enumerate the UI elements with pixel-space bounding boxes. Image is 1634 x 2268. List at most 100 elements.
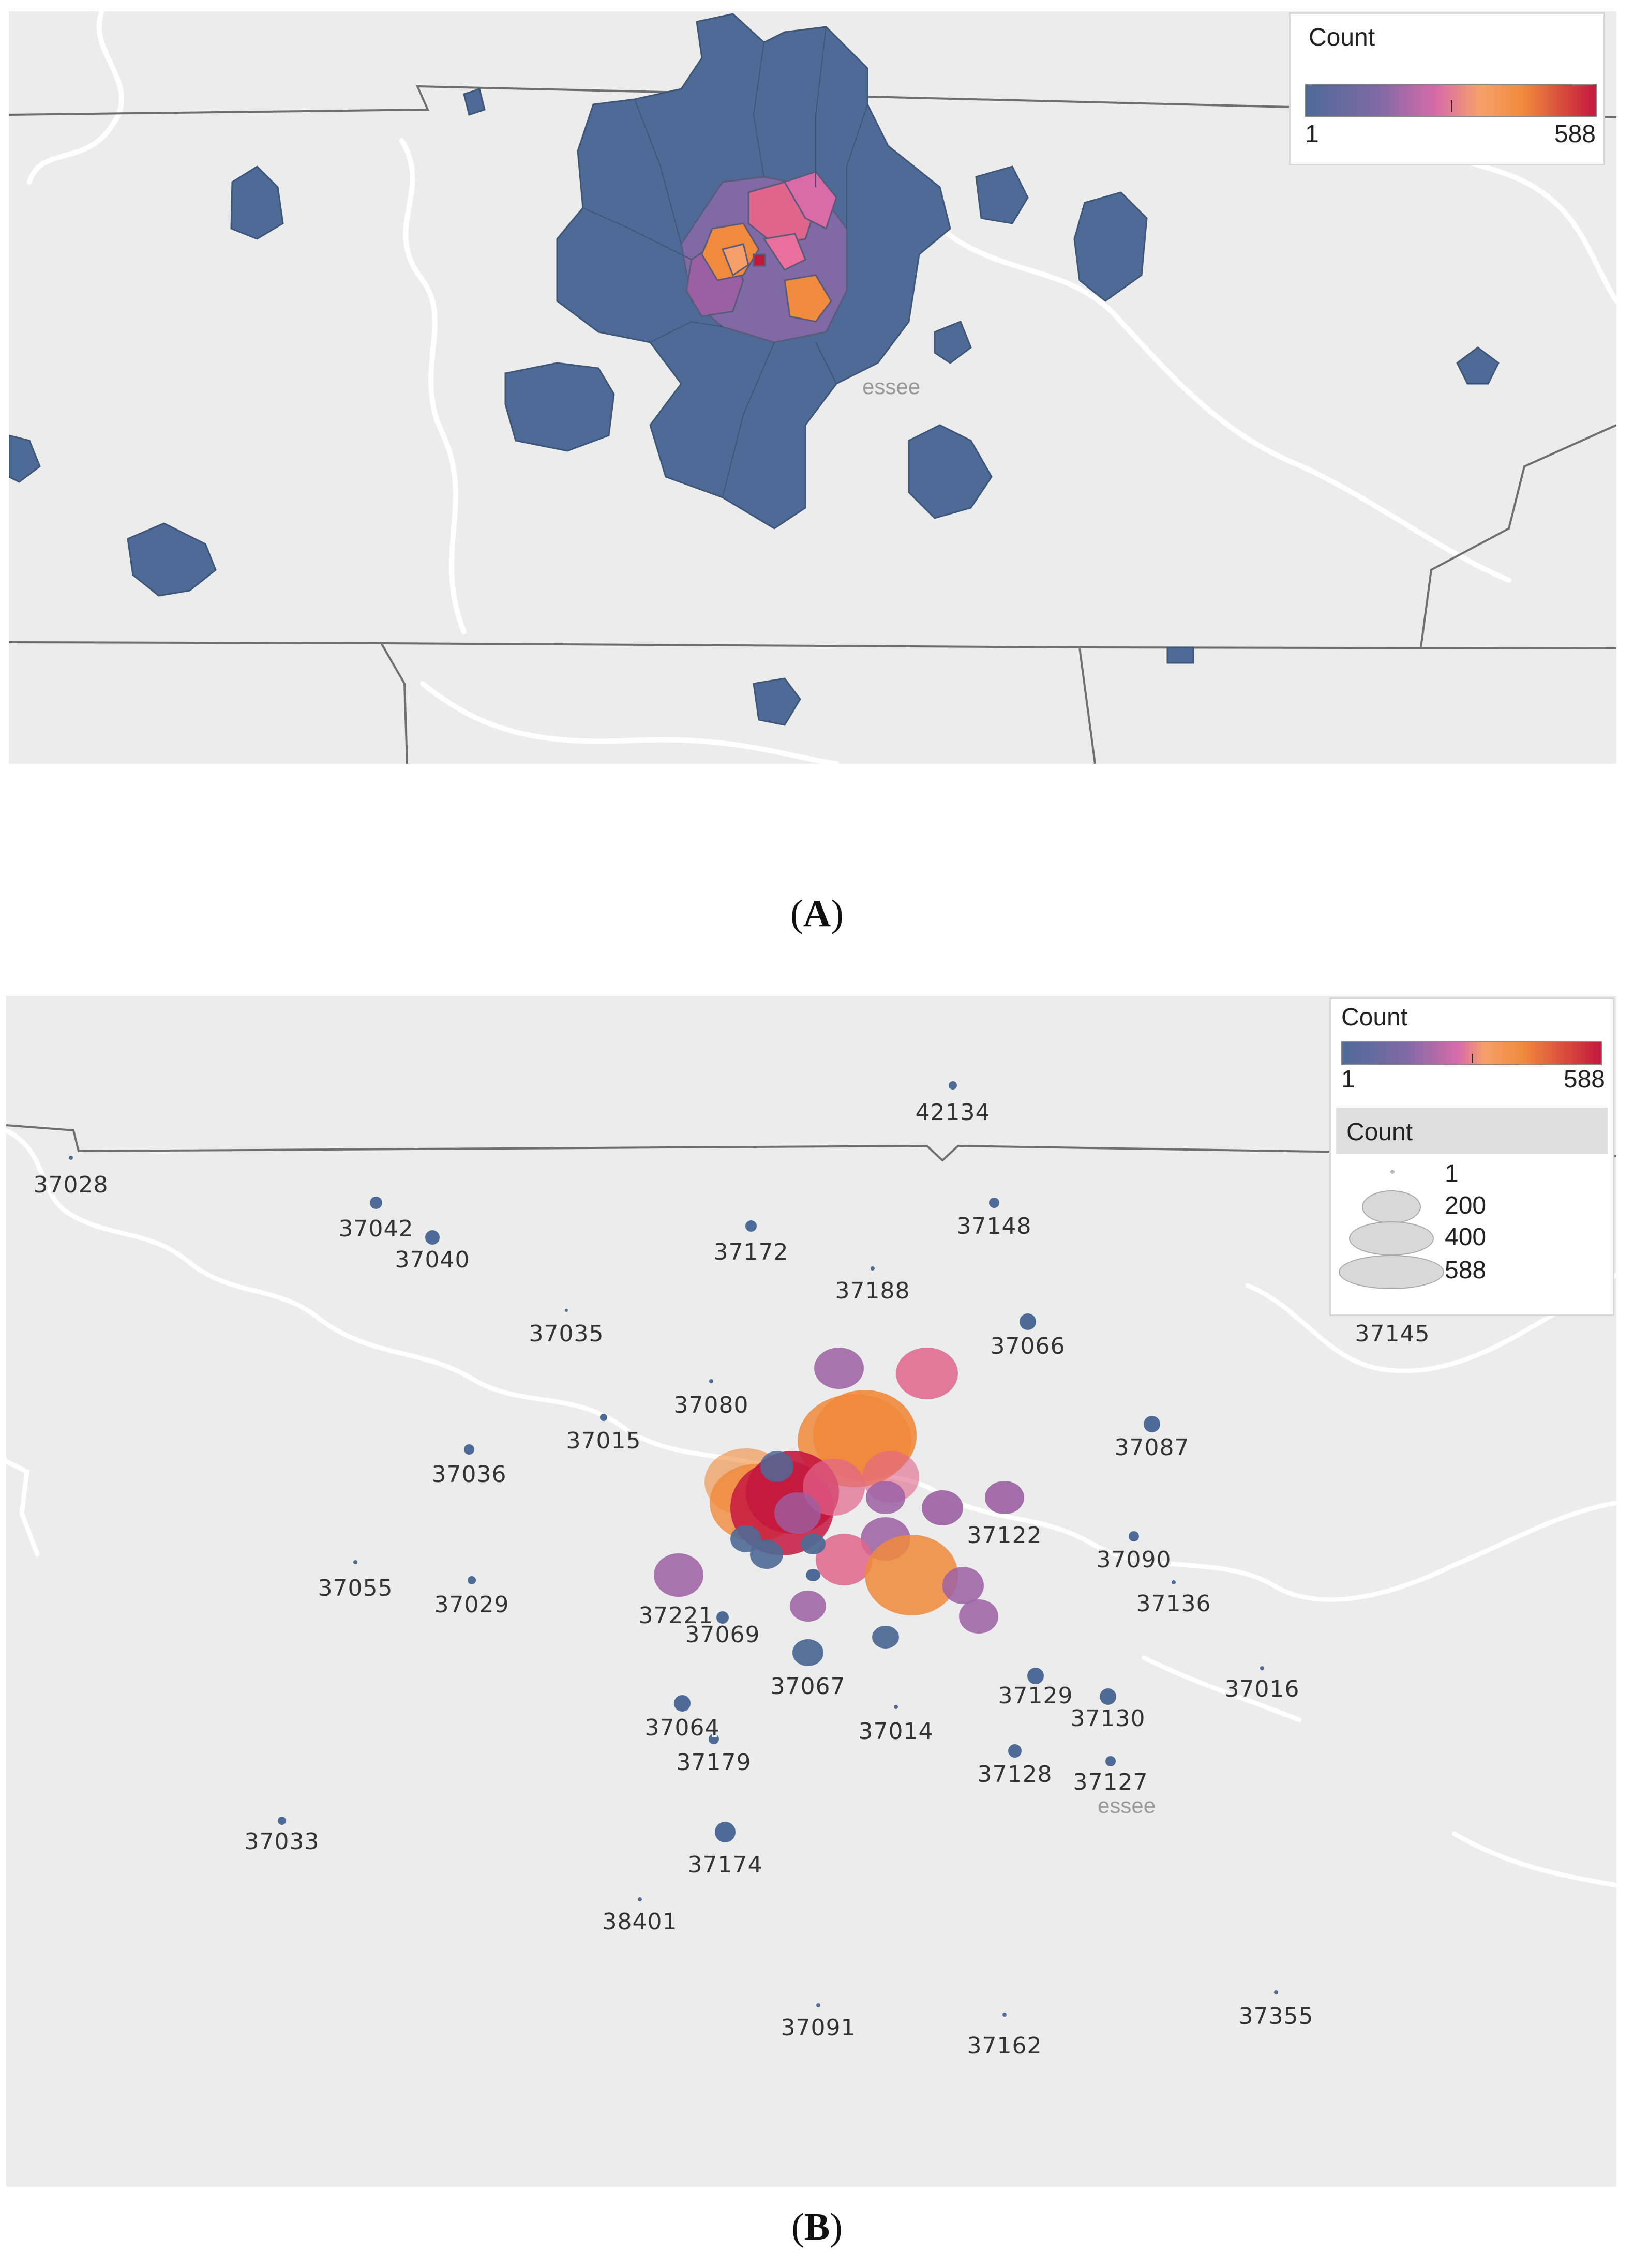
zip-dot-37087[interactable]: [1144, 1416, 1160, 1432]
zip-label-37028: 37028: [34, 1172, 109, 1198]
size-legend-label-1: 1: [1445, 1160, 1459, 1187]
zip-label-37148: 37148: [957, 1213, 1032, 1239]
zip-dot-37040[interactable]: [425, 1230, 440, 1245]
bubbles-layer: [69, 1081, 1394, 2017]
zip-dot-37042[interactable]: [370, 1197, 382, 1209]
zip-label-37090: 37090: [1097, 1547, 1172, 1573]
bubble-27[interactable]: [801, 1534, 826, 1554]
zip-dot-37148[interactable]: [989, 1198, 999, 1208]
color-legend-marker-b: [1472, 1054, 1473, 1063]
zip-label-37130: 37130: [1071, 1705, 1146, 1732]
bubble-19[interactable]: [942, 1567, 984, 1604]
zip-dot-38401[interactable]: [638, 1897, 642, 1901]
zip-label-37064: 37064: [645, 1715, 720, 1741]
zip-dot-37029[interactable]: [468, 1576, 476, 1584]
bubble-24[interactable]: [959, 1599, 998, 1634]
zip-dot-37129[interactable]: [1027, 1668, 1044, 1684]
zip-dot-37064[interactable]: [674, 1695, 691, 1712]
zip-dot-37136[interactable]: [1172, 1580, 1176, 1584]
zip-dot-37016[interactable]: [1260, 1666, 1264, 1670]
zip-label-42134: 42134: [916, 1099, 991, 1126]
zip-dot-37015[interactable]: [600, 1414, 607, 1421]
bubble-13[interactable]: [866, 1481, 905, 1514]
color-legend-a: Count 1 588: [1289, 12, 1605, 165]
zip-label-37036: 37036: [432, 1461, 507, 1488]
bubble-15[interactable]: [985, 1481, 1024, 1514]
zip-dot-37036[interactable]: [464, 1444, 474, 1455]
place-label-a: essee: [862, 374, 920, 399]
color-legend-gradient-b: [1341, 1041, 1602, 1065]
zip-dot-37033[interactable]: [278, 1817, 286, 1825]
zip-label-37355: 37355: [1239, 2003, 1314, 2030]
zip-dot-37174[interactable]: [715, 1822, 736, 1842]
zip-label-37221: 37221: [639, 1602, 714, 1629]
zip-dot-37127[interactable]: [1105, 1756, 1116, 1766]
zip-dot-37179[interactable]: [709, 1734, 719, 1744]
bubble-26[interactable]: [872, 1626, 899, 1649]
bubble-9[interactable]: [803, 1459, 865, 1516]
color-legend-max-b: 588: [1563, 1066, 1605, 1093]
place-label-b: essee: [1098, 1793, 1156, 1818]
bubble-2[interactable]: [896, 1348, 958, 1399]
zip-dot-37028[interactable]: [69, 1156, 73, 1160]
size-legend-swatch-400: [1349, 1221, 1434, 1256]
zip-label-37069: 37069: [685, 1622, 760, 1648]
bubble-21[interactable]: [750, 1540, 783, 1569]
bubble-11[interactable]: [774, 1492, 821, 1534]
zip-label-37029: 37029: [434, 1592, 509, 1618]
zip-label-37040: 37040: [395, 1247, 470, 1273]
bubble-map-b-canvas: 42134 37028 37042 37040 37172 37148 37188 37035…: [6, 1081, 1616, 2061]
zip-label-37188: 37188: [835, 1278, 910, 1304]
zip-dot-37162[interactable]: [1002, 2013, 1007, 2017]
bubble-23[interactable]: [790, 1591, 826, 1622]
choropleth-map-a[interactable]: essee Count 1 588: [9, 11, 1616, 764]
zip-dot-42134[interactable]: [949, 1081, 957, 1090]
zip-label-37055: 37055: [318, 1575, 393, 1601]
zip-label-37033: 37033: [245, 1828, 320, 1855]
zip-label-37174: 37174: [688, 1852, 763, 1878]
zip-regions-core-a: [680, 171, 848, 343]
legend-panel-b: Count 1 588 Count 1 200 400 588: [1329, 997, 1614, 1316]
zip-dot-37055[interactable]: [353, 1560, 357, 1564]
zip-label-37179: 37179: [677, 1749, 752, 1776]
bubble-18[interactable]: [865, 1535, 958, 1615]
zip-dot-37128[interactable]: [1008, 1744, 1022, 1758]
size-legend-swatch-200: [1362, 1190, 1421, 1223]
bubble-25[interactable]: [792, 1639, 823, 1666]
bubble-17[interactable]: [816, 1534, 873, 1585]
bubble-14[interactable]: [922, 1490, 963, 1525]
bubble-20[interactable]: [654, 1553, 703, 1597]
bubble-12[interactable]: [760, 1451, 793, 1482]
zip-dot-37014[interactable]: [894, 1705, 898, 1709]
choropleth-map-a-canvas: essee: [9, 11, 1616, 764]
zip-dot-37172[interactable]: [745, 1220, 757, 1232]
zip-dot-37355[interactable]: [1274, 1990, 1278, 1994]
zip-label-37091: 37091: [781, 2015, 856, 2041]
zip-dot-37066[interactable]: [1020, 1313, 1036, 1330]
size-legend-label-400: 400: [1445, 1223, 1487, 1251]
zip-dot-37069[interactable]: [716, 1611, 729, 1624]
bubble-22[interactable]: [730, 1525, 761, 1552]
legend-marker-a: [1451, 100, 1452, 112]
zip-label-37129: 37129: [998, 1683, 1073, 1709]
zip-label-37042: 37042: [339, 1216, 414, 1242]
bubble-map-b[interactable]: 42134 37028 37042 37040 37172 37148 37188 37035…: [6, 996, 1616, 2187]
zip-regions-outlying-a: [9, 88, 1500, 726]
panel-caption-b: (B): [791, 2206, 843, 2248]
zip-dot-37091[interactable]: [816, 2003, 820, 2007]
zip-dot-37035[interactable]: [565, 1309, 568, 1312]
color-legend-min-b: 1: [1341, 1066, 1355, 1093]
bubble-1[interactable]: [814, 1348, 864, 1389]
bubble-28[interactable]: [806, 1569, 820, 1581]
zip-dot-37130[interactable]: [1100, 1688, 1116, 1705]
legend-max-a: 588: [1554, 120, 1596, 148]
zip-dot-37188[interactable]: [871, 1266, 875, 1271]
legend-gradient-a: [1305, 84, 1597, 117]
zip-label-37136: 37136: [1136, 1591, 1211, 1617]
zip-label-38401: 38401: [603, 1909, 678, 1935]
zip-label-37015: 37015: [566, 1428, 641, 1454]
zip-label-37080: 37080: [674, 1392, 749, 1418]
zip-dot-37090[interactable]: [1129, 1531, 1139, 1541]
zip-label-37014: 37014: [859, 1718, 934, 1745]
zip-dot-37080[interactable]: [709, 1379, 713, 1383]
